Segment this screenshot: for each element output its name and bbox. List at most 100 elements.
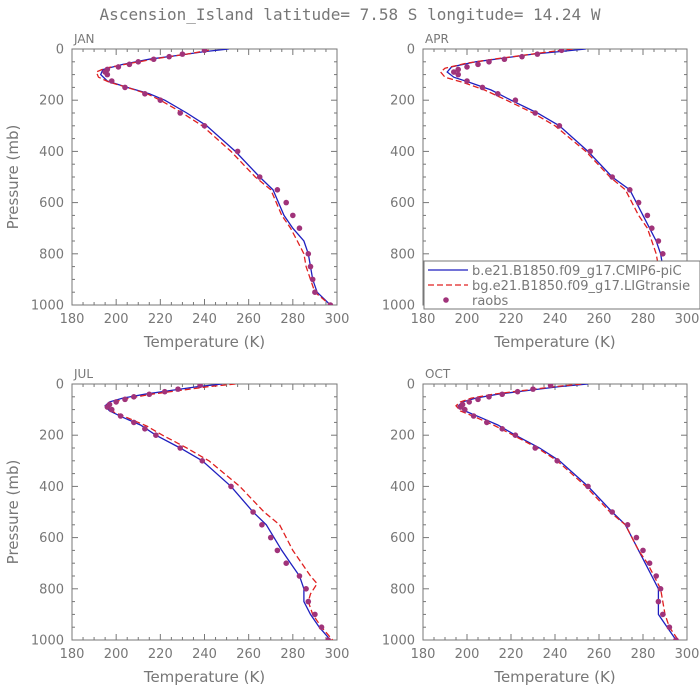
raobs-point (309, 276, 316, 283)
raobs-point (519, 53, 525, 60)
x-tick-label: 260 (587, 312, 612, 327)
plot-frame (422, 383, 688, 641)
raobs-point (150, 56, 157, 63)
raobs-point (512, 432, 519, 439)
y-tick-label: 400 (390, 480, 415, 495)
raobs-point (228, 483, 234, 490)
raobs-point (305, 251, 312, 257)
raobs-point (470, 413, 477, 419)
raobs-point (666, 624, 673, 630)
raobs-point (250, 509, 256, 515)
series-line-solid (457, 384, 677, 640)
raobs-point (312, 611, 318, 618)
raobs-point (267, 534, 274, 541)
raobs-point (142, 426, 148, 432)
y-tick-label: 600 (39, 531, 64, 546)
y-tick-label: 1000 (31, 634, 64, 649)
x-tick-label: 200 (104, 312, 129, 327)
raobs-point (201, 123, 208, 129)
y-axis-label: Pressure (mb) (4, 125, 22, 230)
raobs-point (122, 396, 128, 403)
x-tick-label: 240 (543, 647, 568, 662)
raobs-point (457, 404, 464, 410)
month-label: JUL (73, 367, 93, 381)
x-tick-label: 220 (148, 647, 173, 662)
raobs-point (153, 432, 159, 439)
x-tick-label: 220 (499, 312, 524, 327)
panel-apr: 180 200 220 240 260 280 300 0 200 400 600 800 1000 Te… (382, 32, 700, 351)
y-tick-label: 0 (56, 378, 64, 393)
series-line-solid (99, 49, 331, 305)
raobs-point (108, 78, 115, 84)
panel-jul: 180 200 220 240 260 280 300 0 200 400 600 800 1000 Te… (4, 367, 349, 686)
y-tick-label: 200 (390, 429, 415, 444)
x-tick-label: 220 (499, 647, 524, 662)
y-tick-label: 200 (39, 94, 64, 109)
raobs-point (462, 406, 468, 413)
raobs-point (547, 384, 554, 389)
raobs-point (455, 66, 462, 73)
raobs-point (157, 97, 164, 103)
x-axis-label: Temperature (K) (143, 333, 265, 351)
x-tick-label: 180 (411, 312, 436, 327)
y-tick-label: 800 (39, 582, 64, 597)
raobs-point (327, 302, 334, 305)
y-tick-label: 400 (39, 145, 64, 160)
x-axis-label: Temperature (K) (493, 333, 615, 351)
raobs-point (312, 289, 318, 296)
raobs-point (633, 534, 640, 541)
raobs-point (554, 458, 560, 464)
x-axis-label: Temperature (K) (493, 668, 615, 686)
y-tick-label: 600 (390, 531, 415, 546)
raobs-point (122, 84, 128, 91)
plot-frame (71, 383, 338, 641)
raobs-point (113, 399, 119, 405)
y-tick-label: 1000 (31, 299, 64, 314)
legend-label: b.e21.B1850.f09_g17.CMIP6-piC (472, 264, 682, 279)
raobs-point (646, 560, 653, 566)
raobs-point (283, 199, 290, 206)
raobs-point (653, 573, 659, 579)
raobs-point (234, 148, 241, 155)
x-tick-label: 200 (455, 647, 480, 662)
x-tick-label: 240 (192, 647, 217, 662)
raobs-point (479, 84, 486, 91)
raobs-point (556, 123, 563, 129)
x-tick-label: 200 (455, 312, 480, 327)
raobs-point (146, 391, 153, 398)
raobs-point (475, 61, 481, 68)
raobs-point (199, 458, 206, 464)
y-tick-label: 800 (39, 247, 64, 262)
y-tick-label: 0 (56, 43, 64, 58)
month-label: JAN (73, 32, 95, 46)
raobs-point (587, 148, 593, 155)
raobs-point (274, 187, 281, 193)
raobs-point (303, 586, 309, 592)
raobs-point (486, 59, 492, 65)
raobs-point (657, 586, 664, 592)
raobs-point (177, 445, 184, 451)
raobs-point (177, 110, 184, 116)
raobs-point (624, 522, 631, 528)
x-tick-label: 280 (631, 312, 656, 327)
y-tick-label: 0 (407, 378, 415, 393)
raobs-point (530, 386, 536, 392)
legend-box (423, 260, 700, 310)
raobs-point (307, 263, 314, 270)
legend: b.e21.B1850.f09_g17.CMIP6-piCbg.e21.B185… (423, 260, 700, 310)
series-group (104, 384, 334, 640)
raobs-point (532, 110, 538, 116)
raobs-point (499, 391, 506, 398)
series-line-dashed (106, 384, 334, 640)
raobs-point (649, 225, 655, 231)
raobs-point (296, 225, 303, 231)
x-tick-label: 180 (60, 647, 85, 662)
raobs-point (558, 49, 565, 54)
raobs-point (532, 445, 538, 451)
raobs-point (259, 522, 265, 528)
y-tick-label: 400 (39, 480, 64, 495)
raobs-point (135, 59, 142, 65)
raobs-point (131, 419, 137, 426)
x-tick-label: 300 (325, 312, 350, 327)
raobs-point (108, 406, 115, 413)
